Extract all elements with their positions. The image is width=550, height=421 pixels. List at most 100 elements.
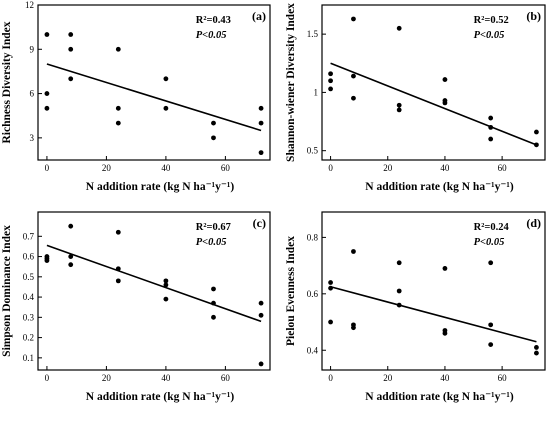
data-point	[211, 300, 216, 306]
data-point	[68, 254, 74, 259]
panel-a: 0 20 40 60 3 6 9 12 R²=0.43 P<0.05 (a) N addition r…	[1, 0, 271, 193]
y-tick-label: 0.8	[307, 232, 319, 242]
data-point	[68, 32, 74, 37]
x-tick-label: 20	[383, 373, 393, 383]
x-tick-label: 60	[221, 373, 231, 383]
data-point	[68, 262, 74, 268]
x-tick-label: 20	[383, 163, 393, 173]
data-point	[258, 150, 264, 156]
data-point	[163, 105, 169, 111]
x-tick-label: 20	[102, 373, 112, 383]
y-axis-title: Richness Diversity Index	[1, 21, 13, 143]
panel-label: (c)	[253, 216, 266, 230]
regression-line	[46, 244, 262, 323]
data-point	[534, 129, 539, 135]
data-point	[258, 361, 264, 367]
x-tick-label: 40	[440, 373, 450, 383]
data-point	[396, 102, 402, 108]
data-point	[328, 86, 333, 92]
plot-frame	[37, 211, 271, 371]
p-value-text: P<0.05	[474, 30, 505, 41]
regression-line	[330, 285, 537, 343]
data-point	[44, 254, 50, 259]
data-point	[163, 282, 169, 288]
data-point	[396, 288, 402, 294]
r2-text: R²=0.43	[196, 15, 231, 26]
x-tick-label: 0	[328, 373, 333, 383]
data-point	[488, 260, 494, 266]
data-point	[488, 322, 494, 328]
y-axis-title: Simpson Dominance Index	[1, 225, 13, 357]
panel-label: (a)	[252, 9, 266, 23]
x-axis-title: N addition rate (kg N ha⁻¹y⁻¹)	[86, 391, 235, 403]
plot-frame	[321, 211, 546, 371]
data-point	[211, 314, 216, 320]
x-tick-label: 40	[161, 163, 171, 173]
regression-line	[330, 62, 537, 146]
y-tick-label: 1.5	[307, 29, 319, 39]
y-tick-label: 0.6	[307, 289, 319, 299]
data-point	[44, 91, 50, 96]
x-tick-label: 60	[498, 163, 508, 173]
data-point	[328, 319, 333, 325]
r2-text: R²=0.52	[474, 15, 509, 26]
data-point	[351, 16, 356, 22]
x-tick-label: 20	[102, 163, 112, 173]
data-point	[163, 278, 169, 284]
data-point	[534, 345, 539, 350]
data-point	[115, 278, 121, 284]
x-tick-label: 60	[498, 373, 508, 383]
data-point	[211, 120, 216, 126]
panel-label: (b)	[526, 9, 541, 23]
data-point	[488, 115, 494, 121]
data-point	[396, 260, 402, 266]
data-point	[115, 105, 121, 111]
r2-text: R²=0.24	[474, 222, 510, 233]
y-axis-title: Pielou Evenness Index	[285, 236, 297, 346]
data-point	[396, 107, 402, 113]
x-tick-label: 40	[161, 373, 171, 383]
data-point	[488, 124, 494, 130]
y-tick-label: 0.5	[307, 146, 319, 156]
y-tick-label: 1	[314, 87, 319, 97]
y-axis-title: Shannon-wiener Diversity Index	[285, 3, 297, 162]
x-axis-title: N addition rate (kg N ha⁻¹y⁻¹)	[365, 391, 514, 403]
regression-line	[46, 63, 262, 132]
data-point	[258, 105, 264, 111]
data-point	[351, 73, 356, 79]
panel-b: 0 20 40 60 0.5 1 1.5 R²=0.52 P<0.05 (b) N addition…	[285, 3, 546, 193]
panel-c: 0 20 40 60 0.1 0.2 0.3 0.4 0.5 0.6 0.7 R²=0.67 P<0.0…	[1, 211, 271, 403]
y-tick-label: 6	[30, 89, 35, 99]
panel-label: (d)	[526, 216, 541, 230]
data-point	[211, 135, 216, 141]
data-point	[44, 105, 50, 111]
y-tick-label: 3	[30, 133, 35, 143]
data-point	[115, 46, 121, 52]
data-point	[328, 285, 333, 291]
data-point	[44, 32, 50, 37]
data-point	[68, 76, 74, 82]
y-tick-label: 9	[30, 44, 35, 54]
x-tick-label: 40	[440, 163, 450, 173]
plot-frame	[321, 4, 546, 161]
data-point	[396, 302, 402, 308]
data-point	[115, 266, 121, 272]
y-tick-label: 0.4	[307, 345, 319, 355]
panel-d: 0 20 40 60 0.4 0.6 0.8 R²=0.24 P<0.05 (d) N additi…	[285, 211, 546, 403]
data-point	[328, 280, 333, 285]
p-value-text: P<0.05	[196, 30, 227, 41]
data-point	[351, 249, 356, 254]
data-point	[351, 95, 356, 101]
data-point	[442, 77, 448, 82]
data-point	[351, 322, 356, 328]
y-tick-label: 0.5	[23, 272, 35, 282]
x-tick-label: 0	[45, 163, 50, 173]
data-point	[442, 328, 448, 333]
data-point	[163, 76, 169, 82]
y-tick-label: 0.3	[23, 312, 35, 322]
data-point	[68, 46, 74, 52]
data-point	[258, 312, 264, 318]
y-tick-label: 0.1	[23, 353, 34, 363]
r2-text: R²=0.67	[196, 222, 231, 233]
